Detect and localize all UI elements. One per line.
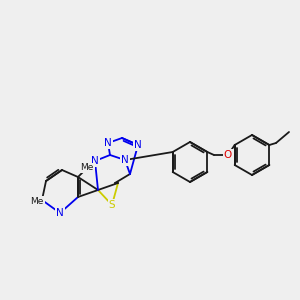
Text: N: N (134, 140, 142, 150)
Text: S: S (109, 200, 115, 210)
Text: N: N (104, 138, 112, 148)
Text: O: O (224, 150, 232, 160)
Text: Me: Me (80, 164, 94, 172)
Text: N: N (56, 208, 64, 218)
Text: N: N (91, 156, 99, 166)
Text: N: N (121, 155, 129, 165)
Text: Me: Me (30, 196, 44, 206)
